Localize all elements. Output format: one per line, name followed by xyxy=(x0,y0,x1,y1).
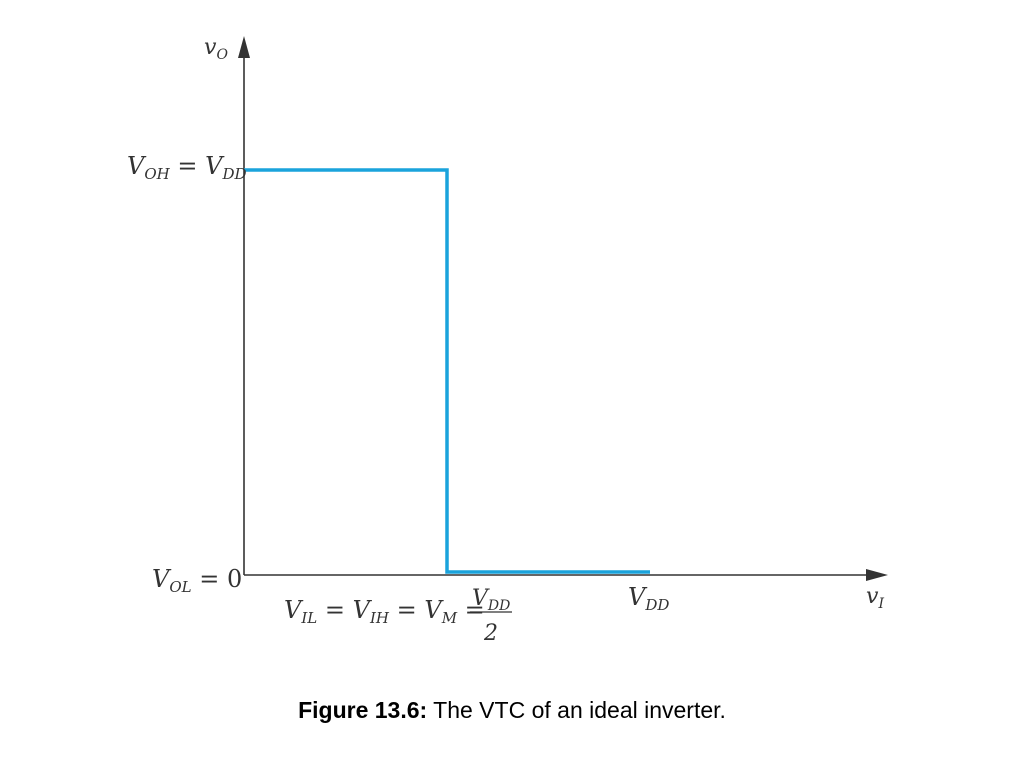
x-tick-label-vm: VIL = VIH = VM = xyxy=(284,596,485,627)
vtc-chart: vO vI VOH = VDD VOL = 0 VIL = VIH = VM =… xyxy=(127,35,888,646)
x-axis-label: vI xyxy=(866,584,884,612)
figure-caption: Figure 13.6: The VTC of an ideal inverte… xyxy=(0,697,1024,724)
x-tick-label-vdd: VDD xyxy=(628,583,669,614)
vtc-series-line xyxy=(244,168,650,574)
x-tick-fraction-denominator: 2 xyxy=(483,621,498,646)
figure-caption-text: The VTC of an ideal inverter. xyxy=(427,697,726,723)
y-axis-arrow xyxy=(238,36,250,58)
y-axis-label: vO xyxy=(204,35,228,63)
y-tick-label-vol: VOL = 0 xyxy=(152,565,242,596)
figure-caption-label: Figure 13.6: xyxy=(298,697,428,723)
y-tick-label-voh: VOH = VDD xyxy=(127,152,247,183)
x-axis-arrow xyxy=(866,569,888,581)
x-tick-fraction-numerator: VDD xyxy=(472,586,510,614)
